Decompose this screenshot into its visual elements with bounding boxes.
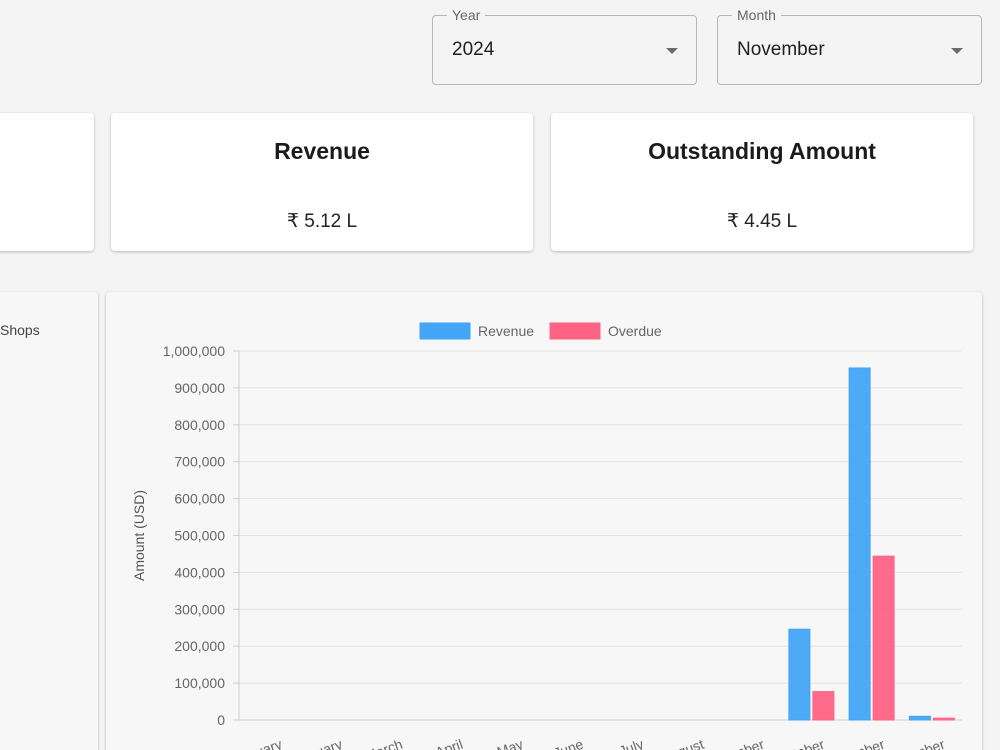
y-tick-label: 500,000 (174, 528, 225, 544)
month-select-label: Month (732, 7, 781, 23)
y-tick-label: 400,000 (174, 564, 225, 580)
y-tick-label: 1,000,000 (163, 343, 225, 359)
chevron-down-icon (951, 48, 963, 54)
year-select-label: Year (447, 7, 486, 23)
x-tick-label: November (820, 736, 886, 750)
bar-revenue-december (908, 715, 931, 721)
shops-panel-label: Shops (0, 322, 40, 338)
year-select-value: 2024 (452, 39, 495, 60)
y-tick-label: 200,000 (174, 638, 225, 654)
year-select[interactable]: Year 2024 (432, 7, 697, 85)
y-tick-label: 100,000 (174, 675, 225, 691)
outstanding-card-value: ₹ 4.45 L (726, 211, 798, 232)
shops-panel: Shops (0, 292, 98, 750)
stat-card-partial (0, 113, 94, 251)
legend-label-revenue: Revenue (478, 323, 534, 339)
month-select-value: November (737, 39, 825, 60)
y-tick-label: 300,000 (174, 601, 225, 617)
month-select[interactable]: Month November (717, 7, 982, 85)
legend-swatch-revenue (419, 322, 471, 340)
revenue-card-title: Revenue (274, 138, 370, 164)
bar-revenue-november (848, 367, 871, 721)
bar-revenue-october (788, 628, 811, 721)
x-tick-label: April (433, 736, 465, 750)
x-tick-label: March (363, 736, 405, 750)
x-tick-label: December (881, 736, 947, 750)
y-tick-label: 700,000 (174, 454, 225, 470)
bar-overdue-december (932, 717, 955, 721)
y-tick-label: 800,000 (174, 417, 225, 433)
revenue-card-value: ₹ 5.12 L (286, 211, 358, 232)
legend-label-overdue: Overdue (608, 323, 662, 339)
x-tick-label: August (659, 736, 706, 750)
x-tick-label: September (696, 736, 766, 750)
y-axis-title: Amount (USD) (131, 490, 147, 581)
y-tick-label: 900,000 (174, 380, 225, 396)
x-tick-label: May (495, 736, 525, 750)
x-tick-label: February (286, 736, 344, 750)
legend-swatch-overdue (549, 322, 601, 340)
bar-overdue-november (872, 555, 895, 721)
bar-overdue-october (812, 691, 835, 721)
y-tick-label: 600,000 (174, 491, 225, 507)
outstanding-card: Outstanding Amount ₹ 4.45 L (551, 113, 973, 251)
x-tick-label: June (551, 736, 585, 750)
x-tick-label: January (232, 736, 284, 750)
monthly-chart-panel: 0 100,000 200,000 300,000 400,000 500,000 600,… (106, 292, 982, 750)
y-tick-label: 0 (217, 712, 225, 728)
revenue-overdue-bar-chart: 0 100,000 200,000 300,000 400,000 500,000 600,… (131, 322, 962, 750)
x-tick-label: July (617, 736, 646, 750)
x-tick-label: October (774, 736, 827, 750)
outstanding-card-title: Outstanding Amount (648, 138, 876, 164)
revenue-card: Revenue ₹ 5.12 L (111, 113, 533, 251)
chevron-down-icon (666, 48, 678, 54)
